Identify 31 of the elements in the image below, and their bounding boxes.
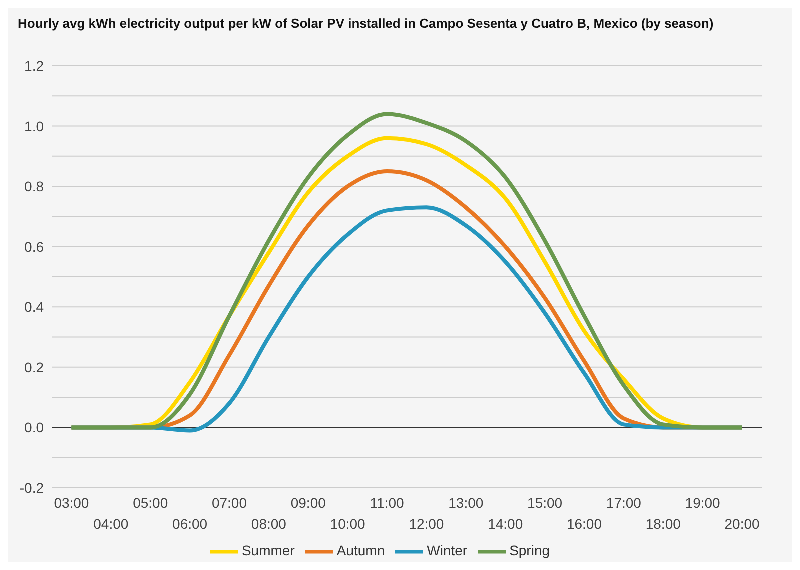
- x-tick-label: 07:00: [212, 495, 248, 511]
- x-tick-label: 05:00: [133, 495, 168, 511]
- x-tick-label: 17:00: [606, 495, 642, 511]
- x-tick-label: 03:00: [54, 495, 90, 511]
- x-tick-label: 20:00: [724, 516, 760, 532]
- y-tick-label: 0.4: [24, 299, 44, 316]
- y-tick-label: 0.2: [24, 359, 44, 376]
- legend-label: Winter: [427, 542, 468, 559]
- x-tick-label: 12:00: [409, 516, 444, 532]
- legend-label: Autumn: [336, 542, 386, 559]
- x-tick-label: 04:00: [94, 516, 129, 532]
- x-tick-label: 09:00: [290, 495, 326, 511]
- y-tick-label: 0.6: [24, 238, 44, 255]
- y-tick-label: 0.0: [24, 420, 44, 436]
- x-tick-label: 18:00: [646, 516, 682, 532]
- y-tick-label: 1.2: [24, 58, 44, 74]
- x-tick-label: 14:00: [488, 516, 524, 532]
- legend-label: Summer: [242, 542, 295, 559]
- x-tick-label: 16:00: [566, 516, 602, 532]
- legend-label: Spring: [510, 542, 550, 559]
- x-tick-label: 10:00: [330, 516, 366, 532]
- x-tick-label: 19:00: [685, 495, 721, 511]
- x-tick-label: 13:00: [448, 495, 484, 511]
- x-tick-label: 11:00: [370, 495, 404, 511]
- y-tick-label: 0.8: [24, 178, 44, 195]
- y-tick-label: 1.0: [24, 118, 44, 134]
- x-tick-label: 06:00: [172, 516, 208, 532]
- x-tick-label: 08:00: [251, 516, 287, 532]
- chart-title: Hourly avg kWh electricity output per kW of Solar PV installed in Campo Sesenta y Cuatro B, Mexico (by season): [17, 15, 715, 33]
- y-tick-label: -0.2: [20, 480, 44, 496]
- x-tick-label: 15:00: [528, 495, 563, 511]
